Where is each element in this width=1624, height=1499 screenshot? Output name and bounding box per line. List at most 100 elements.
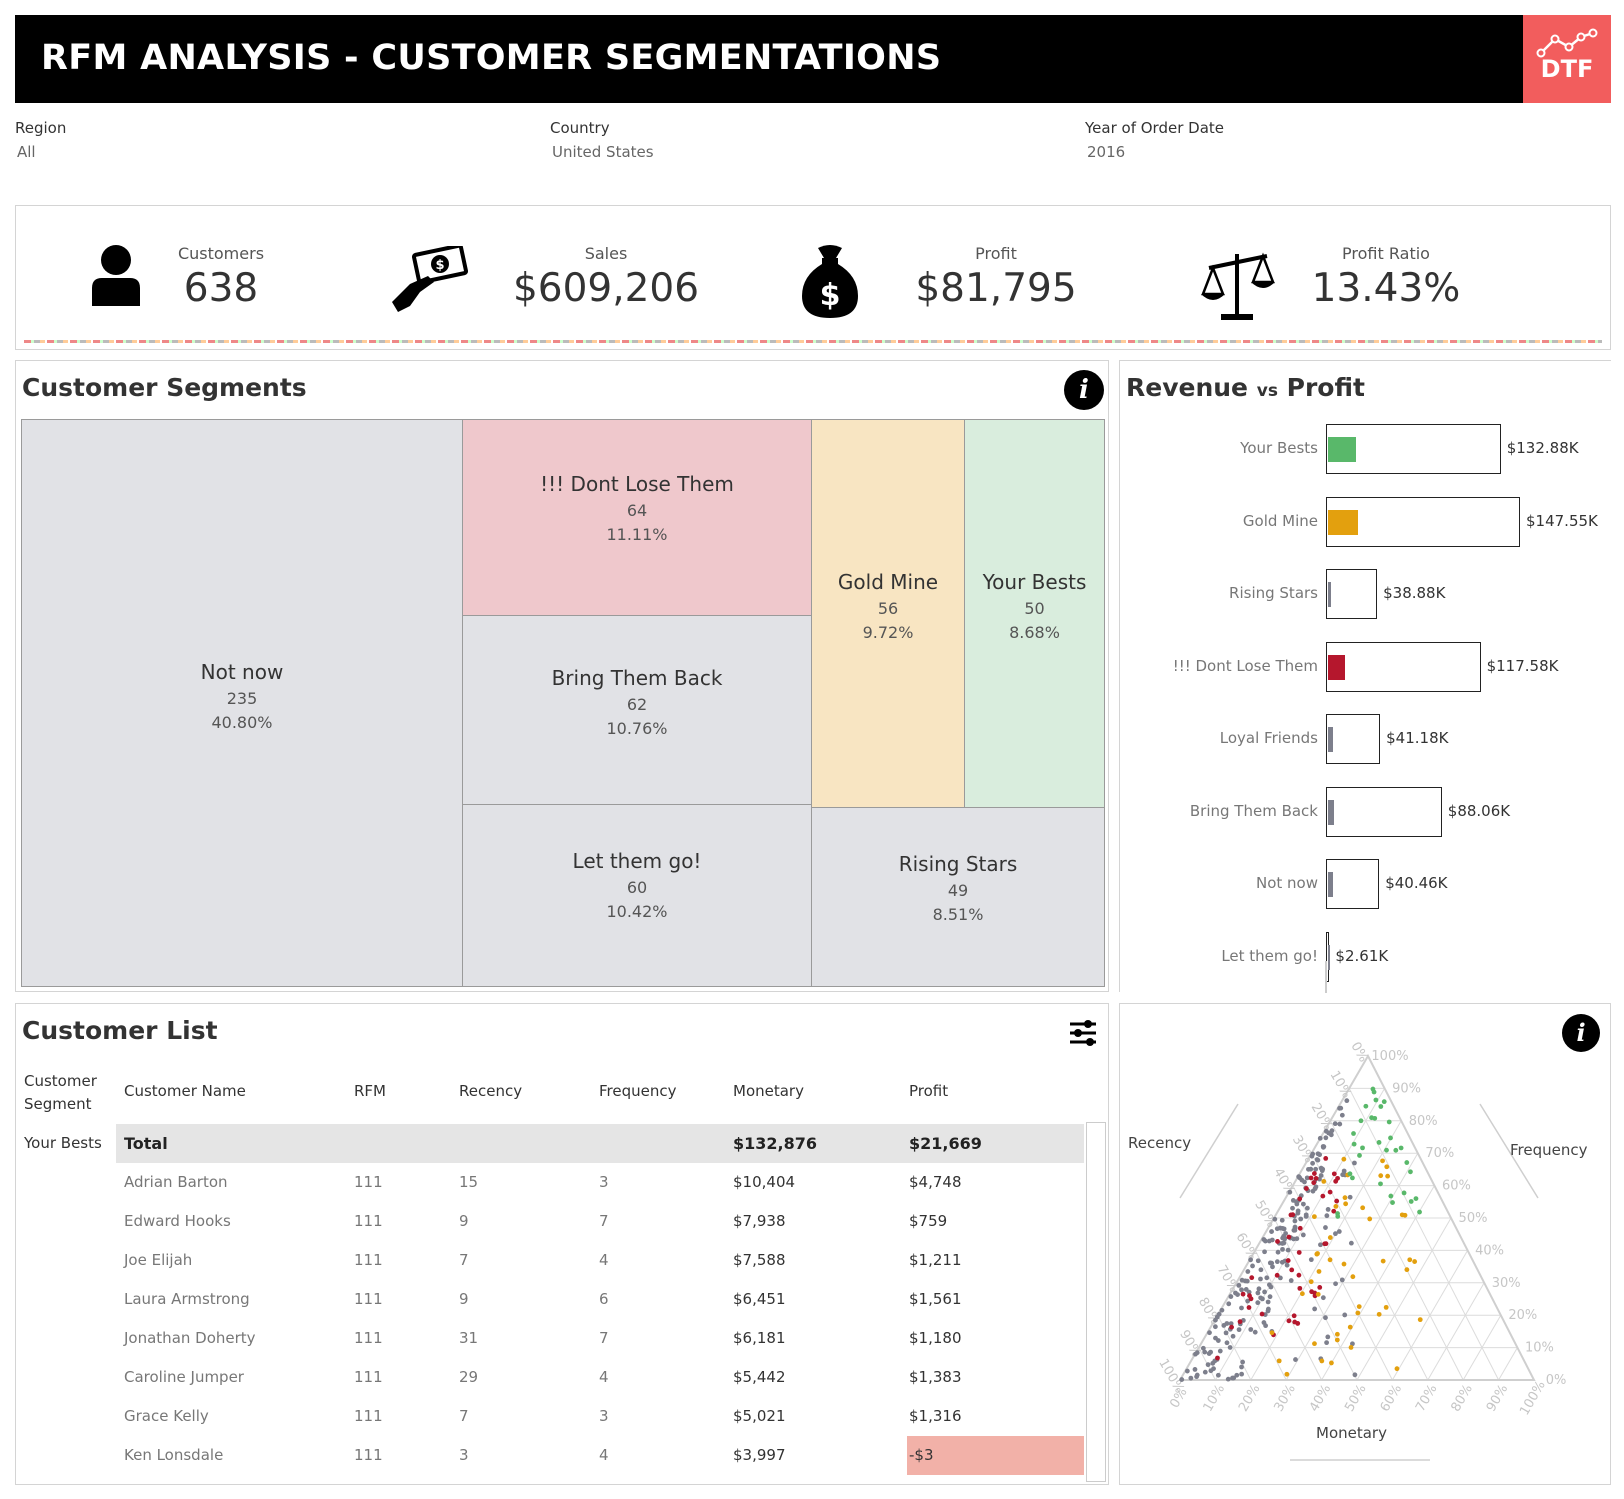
data-point bbox=[1299, 1177, 1305, 1183]
data-point bbox=[1338, 1105, 1344, 1111]
segment-count: 235 bbox=[226, 689, 258, 708]
customer-row[interactable]: Jonathan Doherty 111 31 7 $6,181 $1,180 bbox=[16, 1319, 1106, 1358]
data-point bbox=[1328, 1132, 1334, 1138]
header-monetary[interactable]: Monetary bbox=[733, 1082, 804, 1100]
data-point bbox=[1219, 1307, 1225, 1313]
revenue-bar[interactable] bbox=[1326, 931, 1330, 982]
revenue-bar[interactable] bbox=[1326, 569, 1378, 619]
filter-value[interactable]: United States bbox=[552, 143, 654, 161]
revenue-bar[interactable] bbox=[1326, 859, 1380, 909]
filter-value[interactable]: All bbox=[17, 143, 36, 161]
segment-tile-dont-lose-them[interactable]: !!! Dont Lose Them 64 11.11% bbox=[462, 419, 812, 616]
revenue-row[interactable]: !!! Dont Lose Them $117.58K bbox=[1120, 641, 1610, 692]
revenue-row[interactable]: Loyal Friends $41.18K bbox=[1120, 714, 1610, 764]
filter-year[interactable]: Year of Order Date 2016 bbox=[1085, 119, 1224, 161]
header-recency[interactable]: Recency bbox=[459, 1082, 523, 1100]
customer-list-panel: Customer List Customer Segment Customer … bbox=[15, 1003, 1109, 1485]
header-profit[interactable]: Profit bbox=[909, 1082, 949, 1100]
data-point bbox=[1215, 1355, 1220, 1361]
customer-row[interactable]: Laura Armstrong 111 9 6 $6,451 $1,561 bbox=[16, 1280, 1106, 1319]
data-point bbox=[1284, 1371, 1290, 1377]
customer-row[interactable]: Ken Lonsdale 111 3 4 $3,997 -$3 bbox=[16, 1436, 1106, 1475]
segment-tile-not-now[interactable]: Not now 235 40.80% bbox=[21, 419, 463, 987]
revenue-bar[interactable] bbox=[1326, 641, 1481, 692]
data-point bbox=[1321, 1144, 1327, 1150]
revenue-bar[interactable] bbox=[1326, 714, 1381, 764]
segment-name: !!! Dont Lose Them bbox=[540, 472, 734, 496]
segment-name: Your Bests bbox=[982, 570, 1087, 594]
data-point bbox=[1315, 1251, 1320, 1256]
grid-line bbox=[1214, 1088, 1386, 1381]
profit-bar bbox=[1328, 872, 1334, 897]
data-point bbox=[1214, 1314, 1220, 1320]
filter-region[interactable]: Region All bbox=[15, 119, 66, 161]
header-segment[interactable]: Customer Segment bbox=[24, 1070, 97, 1116]
filter-value[interactable]: 2016 bbox=[1087, 143, 1126, 161]
customer-row[interactable]: Caroline Jumper 111 29 4 $5,442 $1,383 bbox=[16, 1358, 1106, 1397]
segment-count: 62 bbox=[626, 695, 648, 714]
data-point bbox=[1325, 1334, 1331, 1340]
data-point bbox=[1350, 1341, 1355, 1347]
kpi-sales: $ Sales $609,206 bbox=[376, 206, 776, 351]
filter-country[interactable]: Country United States bbox=[550, 119, 654, 161]
revenue-bar[interactable] bbox=[1326, 496, 1520, 547]
revenue-bar[interactable] bbox=[1326, 424, 1501, 474]
tick-label: 80% bbox=[1195, 1295, 1222, 1328]
filter-sliders-icon[interactable] bbox=[1068, 1020, 1098, 1046]
customer-name: Edward Hooks bbox=[124, 1212, 231, 1230]
data-point bbox=[1296, 1250, 1302, 1255]
data-point bbox=[1239, 1371, 1245, 1377]
revenue-row[interactable]: Gold Mine $147.55K bbox=[1120, 496, 1610, 547]
header-frequency[interactable]: Frequency bbox=[599, 1082, 677, 1100]
data-point bbox=[1337, 1121, 1343, 1127]
total-row[interactable]: Total $132,876 $21,669 bbox=[116, 1124, 1084, 1163]
segment-tile-rising-stars[interactable]: Rising Stars 49 8.51% bbox=[811, 807, 1105, 987]
segment-label: Rising Stars bbox=[1229, 584, 1318, 602]
revenue-row[interactable]: Bring Them Back $88.06K bbox=[1120, 786, 1610, 837]
data-point bbox=[1286, 1234, 1292, 1240]
info-icon[interactable]: i bbox=[1562, 1014, 1600, 1052]
segment-tile-gold-mine[interactable]: Gold Mine 56 9.72% bbox=[811, 419, 965, 808]
segment-tile-your-bests[interactable]: Your Bests 50 8.68% bbox=[964, 419, 1105, 808]
data-point bbox=[1239, 1287, 1244, 1293]
negative-profit-highlight bbox=[907, 1436, 1084, 1475]
data-point bbox=[1309, 1289, 1315, 1295]
dtf-logo[interactable]: DTF bbox=[1523, 15, 1611, 103]
data-point bbox=[1358, 1118, 1364, 1124]
data-point bbox=[1225, 1376, 1231, 1382]
data-point bbox=[1262, 1249, 1267, 1255]
revenue-bar[interactable] bbox=[1326, 786, 1442, 837]
data-point bbox=[1347, 1194, 1353, 1200]
segment-tile-bring-them-back[interactable]: Bring Them Back 62 10.76% bbox=[462, 615, 812, 805]
segment-count: 56 bbox=[877, 599, 899, 618]
customer-row[interactable]: Grace Kelly 111 7 3 $5,021 $1,316 bbox=[16, 1397, 1106, 1436]
data-point bbox=[1347, 1171, 1353, 1177]
revenue-row[interactable]: Not now $40.46K bbox=[1120, 859, 1610, 909]
customer-row[interactable]: Adrian Barton 111 15 3 $10,404 $4,748 bbox=[16, 1163, 1106, 1202]
axis-label-monetary: Monetary bbox=[1316, 1424, 1387, 1442]
tick-label: 100% bbox=[1371, 1049, 1408, 1064]
data-point bbox=[1334, 1198, 1340, 1204]
frequency-value: 3 bbox=[599, 1407, 609, 1425]
header-customer-name[interactable]: Customer Name bbox=[124, 1082, 246, 1100]
customer-row[interactable]: Edward Hooks 111 9 7 $7,938 $759 bbox=[16, 1202, 1106, 1241]
scrollbar[interactable] bbox=[1086, 1122, 1106, 1482]
revenue-row[interactable]: Rising Stars $38.88K bbox=[1120, 569, 1610, 619]
segment-tile-let-them-go[interactable]: Let them go! 60 10.42% bbox=[462, 804, 812, 987]
data-point bbox=[1258, 1267, 1264, 1273]
segment-percent: 9.72% bbox=[862, 623, 914, 642]
data-point bbox=[1342, 1312, 1348, 1318]
data-point bbox=[1327, 1235, 1333, 1240]
customer-row[interactable]: Joe Elijah 111 7 4 $7,588 $1,211 bbox=[16, 1241, 1106, 1280]
axis-line bbox=[1325, 961, 1327, 993]
revenue-row[interactable]: Your Bests $132.88K bbox=[1120, 424, 1610, 474]
header-rfm[interactable]: RFM bbox=[354, 1082, 386, 1100]
data-point bbox=[1250, 1263, 1255, 1269]
revenue-value-label: $2.61K bbox=[1335, 946, 1389, 965]
axis-arrow bbox=[1179, 1103, 1239, 1199]
revenue-row[interactable]: Let them go! $2.61K bbox=[1120, 931, 1610, 982]
customer-row[interactable]: Clay Ludtke111135 bbox=[16, 1475, 1106, 1484]
data-point bbox=[1296, 1272, 1302, 1278]
recency-value: 9 bbox=[459, 1212, 469, 1230]
info-icon[interactable]: i bbox=[1064, 370, 1104, 410]
